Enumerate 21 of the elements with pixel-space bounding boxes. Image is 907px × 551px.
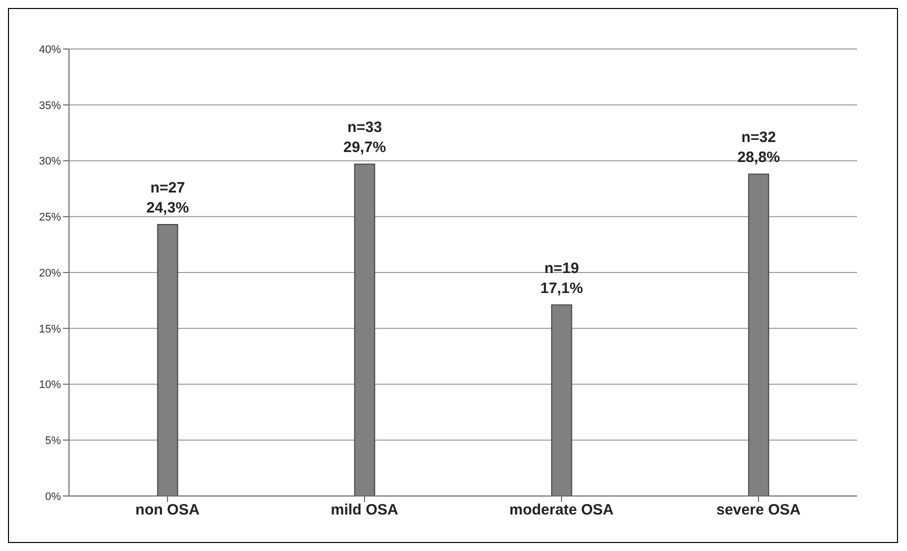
data-label: n=32 28,8% xyxy=(737,129,780,166)
x-tick-label: non OSA xyxy=(135,502,200,519)
data-label: n=27 24,3% xyxy=(146,179,189,216)
y-tick-label: 10% xyxy=(38,379,62,392)
bar xyxy=(354,164,376,496)
bar xyxy=(157,224,178,496)
x-tick-label: mild OSA xyxy=(330,502,398,519)
x-tick-label: severe OSA xyxy=(716,502,801,519)
data-label: n=33 29,7% xyxy=(343,119,386,156)
y-tick-label: 5% xyxy=(45,435,62,448)
x-tick-label: moderate OSA xyxy=(509,502,614,519)
y-tick-label: 40% xyxy=(38,44,62,56)
y-tick-label: 0% xyxy=(45,490,62,503)
y-tick-label: 30% xyxy=(38,156,62,168)
bar xyxy=(748,174,770,496)
y-tick-label: 35% xyxy=(38,100,62,112)
y-tick-label: 15% xyxy=(38,323,62,336)
y-tick-label: 20% xyxy=(38,267,62,280)
bar xyxy=(551,304,572,496)
y-tick-label: 25% xyxy=(38,212,62,224)
data-label: n=19 17,1% xyxy=(540,260,583,297)
